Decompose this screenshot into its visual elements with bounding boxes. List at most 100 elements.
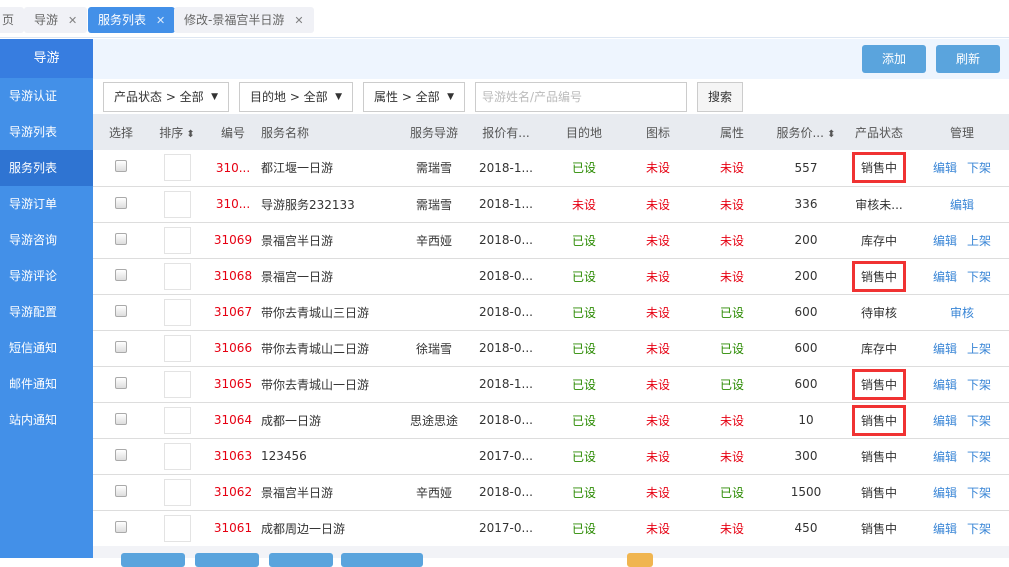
action-link[interactable]: 编辑: [932, 161, 957, 176]
sort-order-input[interactable]: [163, 514, 191, 542]
close-icon[interactable]: ✕: [294, 14, 304, 27]
footer-button[interactable]: [341, 553, 423, 567]
price: 600: [769, 294, 843, 331]
page-current[interactable]: [627, 553, 653, 567]
product-status: 销售中: [860, 449, 897, 464]
sort-order-input[interactable]: [163, 154, 191, 182]
action-link[interactable]: 下架: [967, 521, 992, 536]
column-header[interactable]: 服务价... ⬍: [769, 114, 843, 150]
action-link[interactable]: 编辑: [932, 521, 957, 536]
close-icon[interactable]: ✕: [156, 14, 166, 27]
tab-edit[interactable]: 修改-景福宫半日游 ✕: [174, 7, 314, 33]
action-link[interactable]: 下架: [967, 413, 992, 428]
action-link[interactable]: 编辑: [932, 233, 957, 248]
destination-status: 已设: [547, 258, 621, 295]
refresh-button[interactable]: 刷新: [936, 45, 1000, 73]
row-checkbox[interactable]: [115, 340, 127, 353]
row-checkbox[interactable]: [115, 232, 127, 245]
pagination-bar: [93, 546, 1009, 567]
sidebar-item[interactable]: 短信通知: [9, 341, 58, 355]
actions: 审核: [915, 294, 1009, 331]
tab-service-list[interactable]: 服务列表 ✕: [88, 7, 176, 33]
sidebar-item[interactable]: 邮件通知: [9, 377, 58, 391]
action-link[interactable]: 编辑: [932, 269, 957, 284]
action-link[interactable]: 审核: [949, 305, 974, 320]
caret-down-icon: ▼: [447, 92, 454, 102]
guide-name: 需瑞雪: [403, 186, 465, 223]
row-checkbox[interactable]: [115, 448, 127, 461]
action-link[interactable]: 编辑: [932, 341, 957, 356]
sort-order-input[interactable]: [163, 334, 191, 362]
row-checkbox[interactable]: [115, 412, 127, 425]
action-link[interactable]: 下架: [967, 161, 992, 176]
search-input[interactable]: 导游姓名/产品编号: [475, 82, 687, 112]
tab-guide[interactable]: 导游 ✕: [24, 7, 88, 33]
sort-icon[interactable]: ⬍: [823, 128, 836, 140]
action-link[interactable]: 上架: [967, 233, 992, 248]
destination-status: 已设: [547, 330, 621, 367]
tab-home[interactable]: 页: [0, 7, 25, 33]
attribute-status: 未设: [695, 402, 769, 439]
price: 10: [769, 402, 843, 439]
table-row: 310... 都江堰一日游 需瑞雪 2018-1... 已设 未设 未设 557…: [93, 150, 1009, 187]
row-checkbox[interactable]: [115, 268, 127, 281]
sort-order-input[interactable]: [163, 190, 191, 218]
action-link[interactable]: 下架: [967, 449, 992, 464]
sort-order-input[interactable]: [163, 406, 191, 434]
action-link[interactable]: 编辑: [932, 485, 957, 500]
service-name: 成都一日游: [261, 402, 403, 439]
sidebar-item[interactable]: 站内通知: [9, 413, 58, 427]
icon-status: 未设: [621, 474, 695, 511]
row-checkbox[interactable]: [115, 520, 127, 533]
action-link[interactable]: 编辑: [932, 449, 957, 464]
footer-button[interactable]: [121, 553, 185, 567]
attribute-filter[interactable]: 属性 > 全部 ▼: [363, 82, 465, 112]
sidebar-item[interactable]: 服务列表: [0, 150, 93, 186]
product-status: 库存中: [860, 233, 897, 248]
sidebar: 导游 导游认证 导游列表 服务列表 导游订单 导游咨询 导游评论 导游配置 短信通知 邮件通知站…: [0, 39, 93, 558]
icon-status: 未设: [621, 510, 695, 547]
sidebar-item[interactable]: 导游订单: [9, 197, 58, 211]
action-link[interactable]: 下架: [967, 485, 992, 500]
footer-button[interactable]: [269, 553, 333, 567]
row-checkbox[interactable]: [115, 196, 127, 209]
sort-order-input[interactable]: [163, 370, 191, 398]
sidebar-item[interactable]: 导游列表: [9, 125, 58, 139]
row-checkbox[interactable]: [115, 376, 127, 389]
icon-status: 未设: [621, 222, 695, 259]
add-button[interactable]: 添加: [862, 45, 926, 73]
action-link[interactable]: 编辑: [932, 377, 957, 392]
close-icon[interactable]: ✕: [68, 14, 78, 27]
sidebar-item[interactable]: 导游认证: [9, 89, 58, 103]
sort-icon[interactable]: ⬍: [183, 128, 195, 140]
destination-status: 未设: [547, 186, 621, 223]
sidebar-item[interactable]: 导游配置: [9, 305, 58, 319]
row-checkbox[interactable]: [115, 160, 127, 173]
status-filter[interactable]: 产品状态 > 全部 ▼: [103, 82, 229, 112]
action-link[interactable]: 下架: [967, 377, 992, 392]
price: 557: [769, 150, 843, 187]
action-link[interactable]: 上架: [967, 341, 992, 356]
destination-filter[interactable]: 目的地 > 全部 ▼: [239, 82, 353, 112]
action-link[interactable]: 编辑: [932, 413, 957, 428]
search-button[interactable]: 搜索: [697, 82, 743, 112]
product-status: 待审核: [860, 305, 897, 320]
sort-order-input[interactable]: [163, 226, 191, 254]
column-header[interactable]: 排序 ⬍: [149, 114, 205, 150]
row-checkbox[interactable]: [115, 484, 127, 497]
sort-order-input[interactable]: [163, 298, 191, 326]
sidebar-item[interactable]: 导游评论: [9, 269, 58, 283]
destination-status: 已设: [547, 510, 621, 547]
sort-order-input[interactable]: [163, 442, 191, 470]
sort-order-input[interactable]: [163, 478, 191, 506]
sort-order-input[interactable]: [163, 262, 191, 290]
guide-name: 需瑞雪: [403, 150, 465, 187]
product-status: 库存中: [860, 341, 897, 356]
product-status: 审核未...: [855, 197, 903, 212]
action-link[interactable]: 下架: [967, 269, 992, 284]
table-row: 31068 景福宫一日游 2018-0... 已设 未设 未设 200 销售中 …: [93, 258, 1009, 295]
footer-button[interactable]: [195, 553, 259, 567]
action-link[interactable]: 编辑: [949, 197, 974, 212]
sidebar-item[interactable]: 导游咨询: [9, 233, 58, 247]
row-checkbox[interactable]: [115, 304, 127, 317]
